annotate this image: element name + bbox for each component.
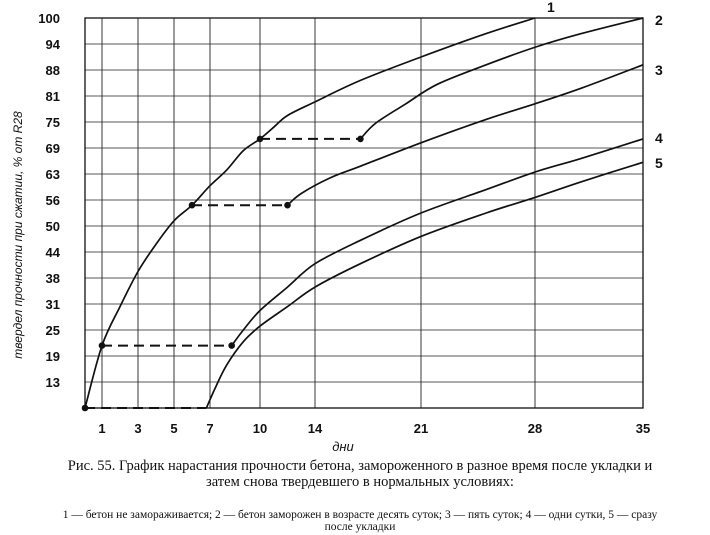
y-tick-label: 50 — [46, 219, 60, 234]
data-point — [284, 201, 291, 209]
y-tick-label: 31 — [46, 297, 60, 312]
series-label: 1 — [547, 0, 555, 15]
plot-frame — [84, 17, 644, 409]
chart: 1 3 5 7 10 14 21 28 3513192531384450566369758188… — [11, 0, 663, 454]
x-tick-label: 28 — [528, 421, 542, 436]
data-point — [98, 342, 106, 349]
y-tick-label: 38 — [46, 271, 60, 286]
series-line-3 — [286, 64, 644, 206]
x-tick-label: 3 — [134, 421, 141, 436]
x-tick-label: 5 — [170, 421, 177, 436]
y-tick-label: 13 — [46, 375, 60, 390]
y-tick-label: 75 — [46, 115, 60, 130]
y-tick-label: 81 — [46, 89, 60, 104]
series-label: 3 — [655, 62, 663, 78]
x-tick-label: 1 — [98, 421, 105, 436]
data-point — [188, 201, 196, 209]
y-tick-label: 69 — [46, 141, 60, 156]
y-tick-label: 100 — [38, 11, 60, 26]
y-tick-label: 94 — [46, 37, 61, 52]
tick-labels: 1 3 5 7 10 14 21 28 3513192531384450566369758188… — [11, 0, 663, 454]
series-lines — [84, 17, 644, 409]
dashed-connectors — [85, 137, 361, 409]
data-point — [256, 135, 264, 143]
x-axis-label: дни — [332, 439, 354, 454]
series-label: 2 — [655, 12, 663, 28]
x-tick-label: 10 — [253, 421, 267, 436]
y-tick-label: 56 — [46, 193, 60, 208]
data-point — [228, 342, 235, 349]
grid — [85, 17, 644, 408]
figure-caption: Рис. 55. График нарастания прочности бет… — [67, 458, 653, 490]
plot-border — [84, 17, 644, 409]
x-tick-label: 14 — [308, 421, 323, 436]
data-point — [81, 404, 89, 412]
y-tick-label: 19 — [46, 349, 60, 364]
data-point — [357, 135, 364, 143]
y-tick-label: 88 — [46, 63, 60, 78]
figure-legend: 1 — бетон не замораживается; 2 — бетон з… — [62, 509, 658, 533]
y-tick-label: 63 — [46, 167, 60, 182]
series-line-5 — [205, 161, 644, 409]
x-tick-label: 35 — [636, 421, 650, 436]
y-axis-label: твердел прочности при сжатии, % от R28 — [11, 111, 25, 359]
x-tick-label: 7 — [206, 421, 213, 436]
y-tick-label: 25 — [46, 323, 60, 338]
series-line-4 — [230, 138, 644, 347]
series-line-2 — [359, 17, 644, 140]
series-line-1 — [84, 17, 536, 409]
y-tick-label: 44 — [46, 245, 61, 260]
series-label: 5 — [655, 155, 663, 171]
x-tick-label: 21 — [414, 421, 428, 436]
series-label: 4 — [655, 130, 663, 146]
markers — [81, 135, 364, 412]
